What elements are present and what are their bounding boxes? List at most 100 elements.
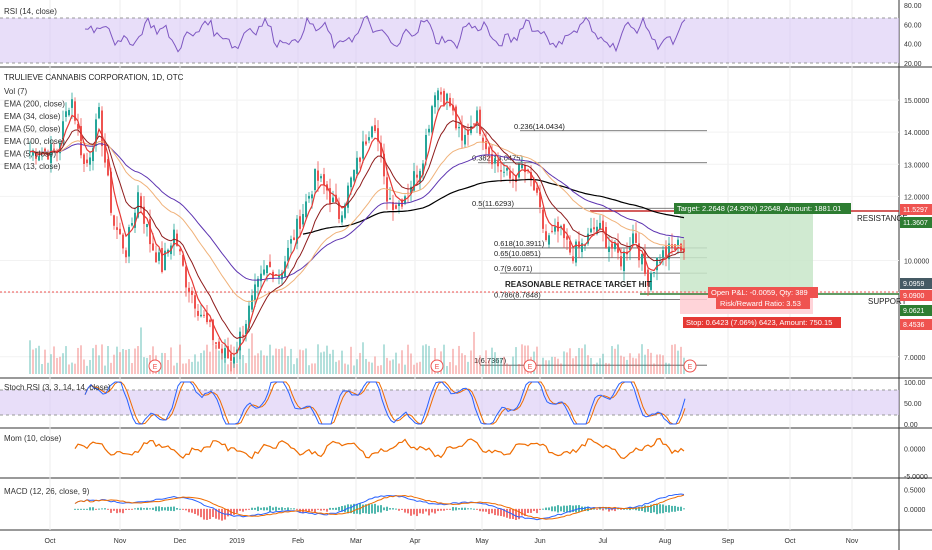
candle-body <box>680 243 682 252</box>
macd-hist-bar <box>251 507 253 510</box>
candle-body <box>632 233 634 244</box>
candle-body <box>464 134 466 145</box>
macd-hist-bar <box>170 506 172 511</box>
candle-body <box>455 106 457 129</box>
candle-body <box>254 284 256 301</box>
time-label: Nov <box>114 538 127 545</box>
macd-line <box>74 493 685 521</box>
volume-bar <box>635 358 637 374</box>
target-zone[interactable] <box>680 208 813 292</box>
candle-body <box>116 227 118 230</box>
stop-label: Stop: 0.6423 (7.06%) 6423, Amount: 750.1… <box>686 318 832 327</box>
candle-body <box>539 192 541 208</box>
candle-body <box>593 227 595 230</box>
stoch-k-line <box>84 381 686 425</box>
macd-hist-bar <box>260 507 262 510</box>
candle-body <box>533 180 535 191</box>
macd-hist-bar <box>506 508 508 518</box>
macd-hist-bar <box>239 508 241 511</box>
volume-bar <box>581 348 583 374</box>
earnings-label: E <box>688 364 693 371</box>
candle-body <box>311 194 313 199</box>
volume-bar <box>221 350 223 374</box>
candle-body <box>302 214 304 225</box>
volume-bar <box>626 359 628 374</box>
candle-body <box>107 159 109 176</box>
macd-hist-bar <box>380 505 382 513</box>
macd-hist-bar <box>242 508 244 512</box>
volume-bar <box>413 364 415 374</box>
candle-body <box>575 241 577 263</box>
volume-bar <box>200 353 202 374</box>
macd-hist-bar <box>488 508 490 515</box>
macd-hist-bar <box>149 508 151 510</box>
candle-body <box>572 256 574 262</box>
macd-hist-bar <box>338 506 340 511</box>
volume-bar <box>311 363 313 374</box>
candle-body <box>50 144 52 164</box>
macd-hist-bar <box>194 508 196 515</box>
macd-hist-bar <box>80 508 82 510</box>
macd-hist-bar <box>254 507 256 510</box>
candle-body <box>380 142 382 157</box>
volume-bar <box>314 363 316 374</box>
volume-bar <box>329 353 331 374</box>
volume-bar <box>608 363 610 374</box>
volume-bar <box>593 364 595 374</box>
volume-bar <box>167 360 169 374</box>
price-tag-box <box>900 278 932 289</box>
candle-body <box>569 241 571 253</box>
volume-bar <box>110 362 112 374</box>
candle-body <box>251 295 253 310</box>
candle-body <box>164 250 166 271</box>
candle-body <box>614 242 616 250</box>
volume-bar <box>623 356 625 374</box>
price-tag-label: 9.0959 <box>903 281 925 288</box>
macd-hist-bar <box>263 507 265 511</box>
volume-bar <box>206 344 208 374</box>
volume-bar <box>248 348 250 374</box>
mom-panel: Mom (10, close) 0.0000 -5.0000 <box>4 434 928 481</box>
macd-hist-bar <box>527 508 529 513</box>
volume-bar <box>119 352 121 374</box>
target-label: Target: 2.2648 (24.90%) 22648, Amount: 1… <box>677 204 841 213</box>
time-axis: Oct Nov Dec 2019 Feb Mar Apr May Jun Jul Aug Sep Oct… <box>45 538 859 545</box>
candle-body <box>350 177 352 188</box>
volume-bar <box>668 363 670 374</box>
candle-body <box>668 243 670 260</box>
volume-bar <box>302 350 304 374</box>
macd-hist-bar <box>455 507 457 511</box>
legend-item: EMA (5, close) <box>4 150 56 159</box>
time-label: May <box>475 538 489 545</box>
candle-body <box>305 201 307 218</box>
volume-bar <box>350 346 352 374</box>
volume-bar <box>338 360 340 374</box>
volume-bar <box>266 355 268 374</box>
stoch-tick: 50.00 <box>904 401 922 408</box>
volume-bar <box>326 345 328 374</box>
macd-hist-bar <box>404 508 406 513</box>
macd-panel: MACD (12, 26, close, 9) 0.5000 0.0000 <box>4 487 926 521</box>
earnings-label: E <box>435 364 440 371</box>
candle-body <box>656 257 658 271</box>
candle-body <box>329 188 331 204</box>
macd-hist-bar <box>269 505 271 512</box>
macd-hist-bar <box>326 508 328 512</box>
candle-body <box>515 175 517 183</box>
volume-bar <box>521 344 523 374</box>
macd-hist-bar <box>377 505 379 513</box>
volume-bar <box>611 346 613 374</box>
macd-hist-bar <box>530 508 532 513</box>
volume-bar <box>641 344 643 374</box>
volume-bar <box>485 350 487 374</box>
macd-hist-bar <box>428 508 430 516</box>
candle-body <box>323 174 325 185</box>
symbol-title: TRULIEVE CANNABIS CORPORATION, 1D, OTC <box>4 73 184 82</box>
stoch-band <box>0 390 899 415</box>
macd-hist-bar <box>671 505 673 512</box>
macd-hist-bar <box>452 507 454 511</box>
volume-bar <box>656 354 658 374</box>
macd-hist-bar <box>656 503 658 515</box>
candle-body <box>203 314 205 316</box>
